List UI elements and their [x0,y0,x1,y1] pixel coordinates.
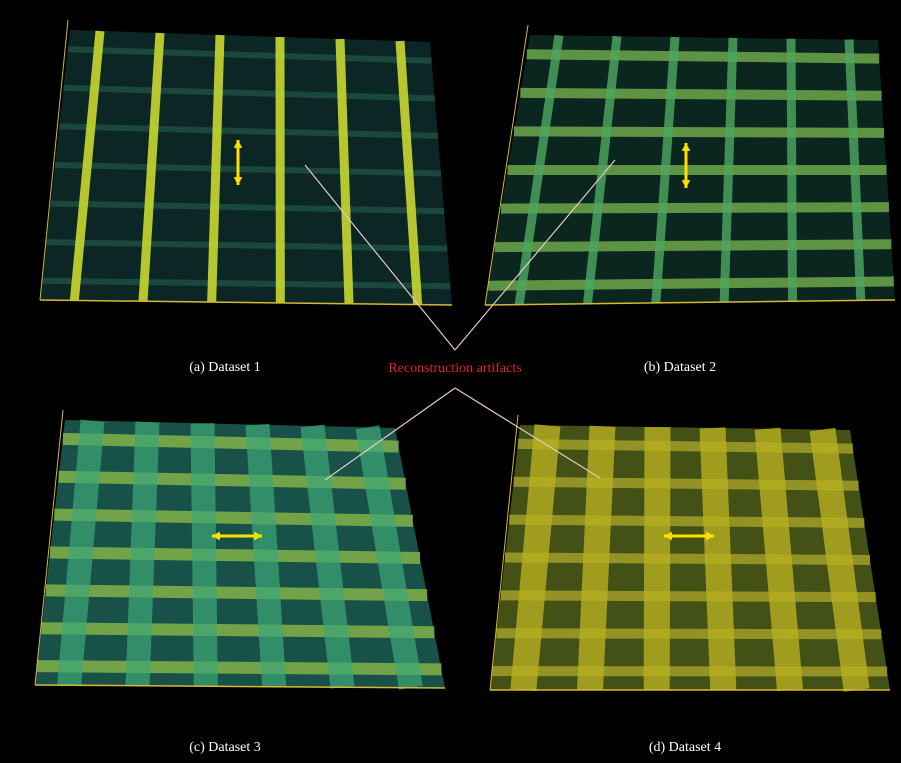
volume-column [258,425,275,687]
volume-column [791,39,793,302]
volume-row [50,553,420,559]
volume-row [41,628,434,632]
volume-row [505,558,870,561]
volume-column [590,426,603,690]
volume-render [485,25,895,305]
volume-row [37,666,441,669]
volume-column [138,422,148,686]
volume-column [203,423,206,686]
panel-caption: (b) Dataset 2 [644,360,716,375]
panel-caption: (c) Dataset 3 [189,740,261,755]
figure: Reconstruction artifacts (a) Dataset 1 (… [0,0,901,763]
volume-row [514,482,859,486]
volume-row [59,477,406,484]
volume-row [501,207,889,208]
volume-row [488,281,894,285]
volume-row [46,590,427,595]
volume-column [657,427,658,690]
volume-row [63,439,399,447]
volume-row [518,444,853,449]
volume-row [527,54,879,58]
volume-row [520,93,881,96]
volume-column [713,428,724,690]
volume-row [509,520,864,523]
volume-render [490,415,890,690]
volume-row [496,633,881,634]
volume-row [514,131,884,132]
volume-render [40,20,452,305]
volume-row [54,515,413,521]
volume-row [495,244,892,247]
volume-row [501,595,876,597]
annotation: Reconstruction artifacts [388,361,521,376]
panel-caption: (d) Dataset 4 [649,740,721,755]
volume-render [35,410,445,688]
panel-caption: (a) Dataset 1 [189,360,261,375]
